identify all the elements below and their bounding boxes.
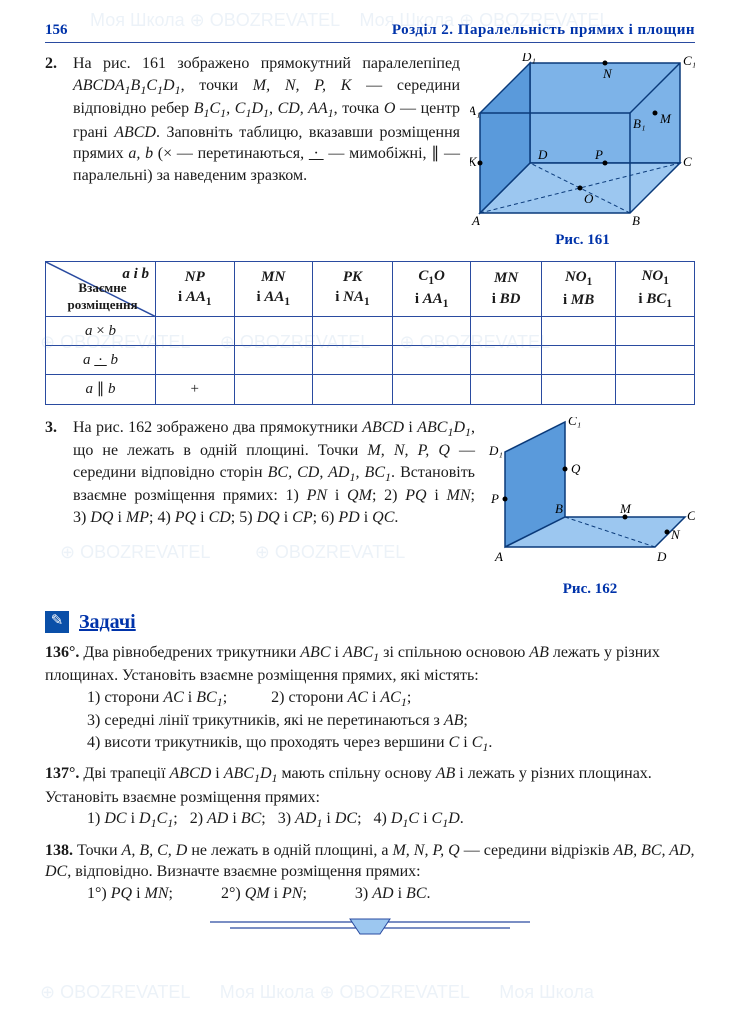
svg-text:P: P [594,147,603,162]
sample-cell: + [156,375,235,404]
col-header: NO1і MB [541,261,616,316]
svg-text:D₁: D₁ [521,53,536,64]
svg-text:A: A [471,213,480,228]
cuboid-diagram: D₁ N C₁ A₁ M B₁ K D P C A O B [470,53,695,228]
problem-number: 3. [45,417,73,439]
figure-caption: Рис. 162 [485,579,695,599]
svg-text:C: C [687,508,695,523]
svg-text:N: N [670,527,681,542]
watermark: ⊕ OBOZREVATEL Моя Школа ⊕ OBOZREVATEL Мо… [40,980,594,1004]
task-number: 137°. [45,765,79,782]
svg-text:A: A [494,549,503,564]
svg-text:C₁: C₁ [568,417,581,428]
col-header: MNі BD [471,261,541,316]
svg-text:C: C [683,154,692,169]
page-number: 156 [45,20,68,40]
page: Моя Школа ⊕ OBOZREVATEL Моя Школа ⊕ OBOZ… [0,0,735,1024]
task-136: 136°. Два рівнобедрених трикутники ABC і… [45,642,695,755]
row-header: a · b [46,346,156,375]
svg-text:A₁: A₁ [470,103,480,118]
page-header: 156 Розділ 2. Паралельність прямих і пло… [45,20,695,43]
table-row: a ∥ b + [46,375,695,404]
task-subparts: 1) сторони AC і BC1; 2) сторони AC і AC1… [87,687,695,755]
pencil-icon: ✎ [45,611,69,633]
table-row: a × b [46,316,695,345]
col-header: NO1і BC1 [616,261,695,316]
figure-162: C₁ D₁ Q P B M C N A D Рис. 162 [485,417,695,599]
svg-text:M: M [659,111,672,126]
task-138: 138. Точки A, B, C, D не лежать в одній … [45,840,695,905]
footer-ornament [45,916,695,945]
placement-table: a і b Взаємне розміщення NPі AA1 MNі AA1… [45,261,695,405]
svg-text:B₁: B₁ [633,116,645,131]
row-header: a ∥ b [46,375,156,404]
task-137: 137°. Дві трапеції ABCD і ABC1D1 мають с… [45,763,695,831]
svg-text:B: B [555,501,563,516]
two-rect-diagram: C₁ D₁ Q P B M C N A D [485,417,695,577]
svg-text:B: B [632,213,640,228]
svg-text:Q: Q [571,461,581,476]
col-header: MNі AA1 [234,261,313,316]
task-lead: Точки A, B, C, D не лежать в одній площи… [45,842,695,881]
figure-161: D₁ N C₁ A₁ M B₁ K D P C A O B Рис. 161 [470,53,695,250]
svg-text:N: N [602,66,613,81]
problem-3: C₁ D₁ Q P B M C N A D Рис. 162 3. На рис… [45,417,695,599]
svg-text:C₁: C₁ [683,53,695,68]
figure-caption: Рис. 161 [470,230,695,250]
svg-text:M: M [619,501,632,516]
problem-number: 2. [45,53,73,75]
table-diag-header: a і b Взаємне розміщення [46,261,156,316]
task-subparts: 1°) PQ і MN; 2°) QM і PN; 3) AD і BC. [87,883,695,905]
col-header: NPі AA1 [156,261,235,316]
svg-text:O: O [584,191,594,206]
problem-2: D₁ N C₁ A₁ M B₁ K D P C A O B Рис. 161 2… [45,53,695,250]
task-number: 136°. [45,644,79,661]
task-subparts: 1) DC і D1C1; 2) AD і BC; 3) AD1 і DC; 4… [87,808,695,831]
svg-text:D: D [537,147,548,162]
table-row: a · b [46,346,695,375]
task-lead: Дві трапеції ABCD і ABC1D1 мають спільну… [45,765,652,805]
svg-text:K: K [470,154,478,169]
col-header: PKі NA1 [313,261,393,316]
task-lead: Два рівнобедрених трикутники ABC і ABC1 … [45,644,660,684]
col-header: C1Oі AA1 [392,261,471,316]
chapter-title: Розділ 2. Паралельність прямих і площин [392,20,695,40]
section-title: Задачі [79,611,136,633]
row-header: a × b [46,316,156,345]
section-heading: ✎ Задачі [45,609,695,636]
svg-text:D₁: D₁ [488,443,503,458]
task-number: 138. [45,842,73,859]
svg-text:D: D [656,549,667,564]
svg-text:P: P [490,491,499,506]
